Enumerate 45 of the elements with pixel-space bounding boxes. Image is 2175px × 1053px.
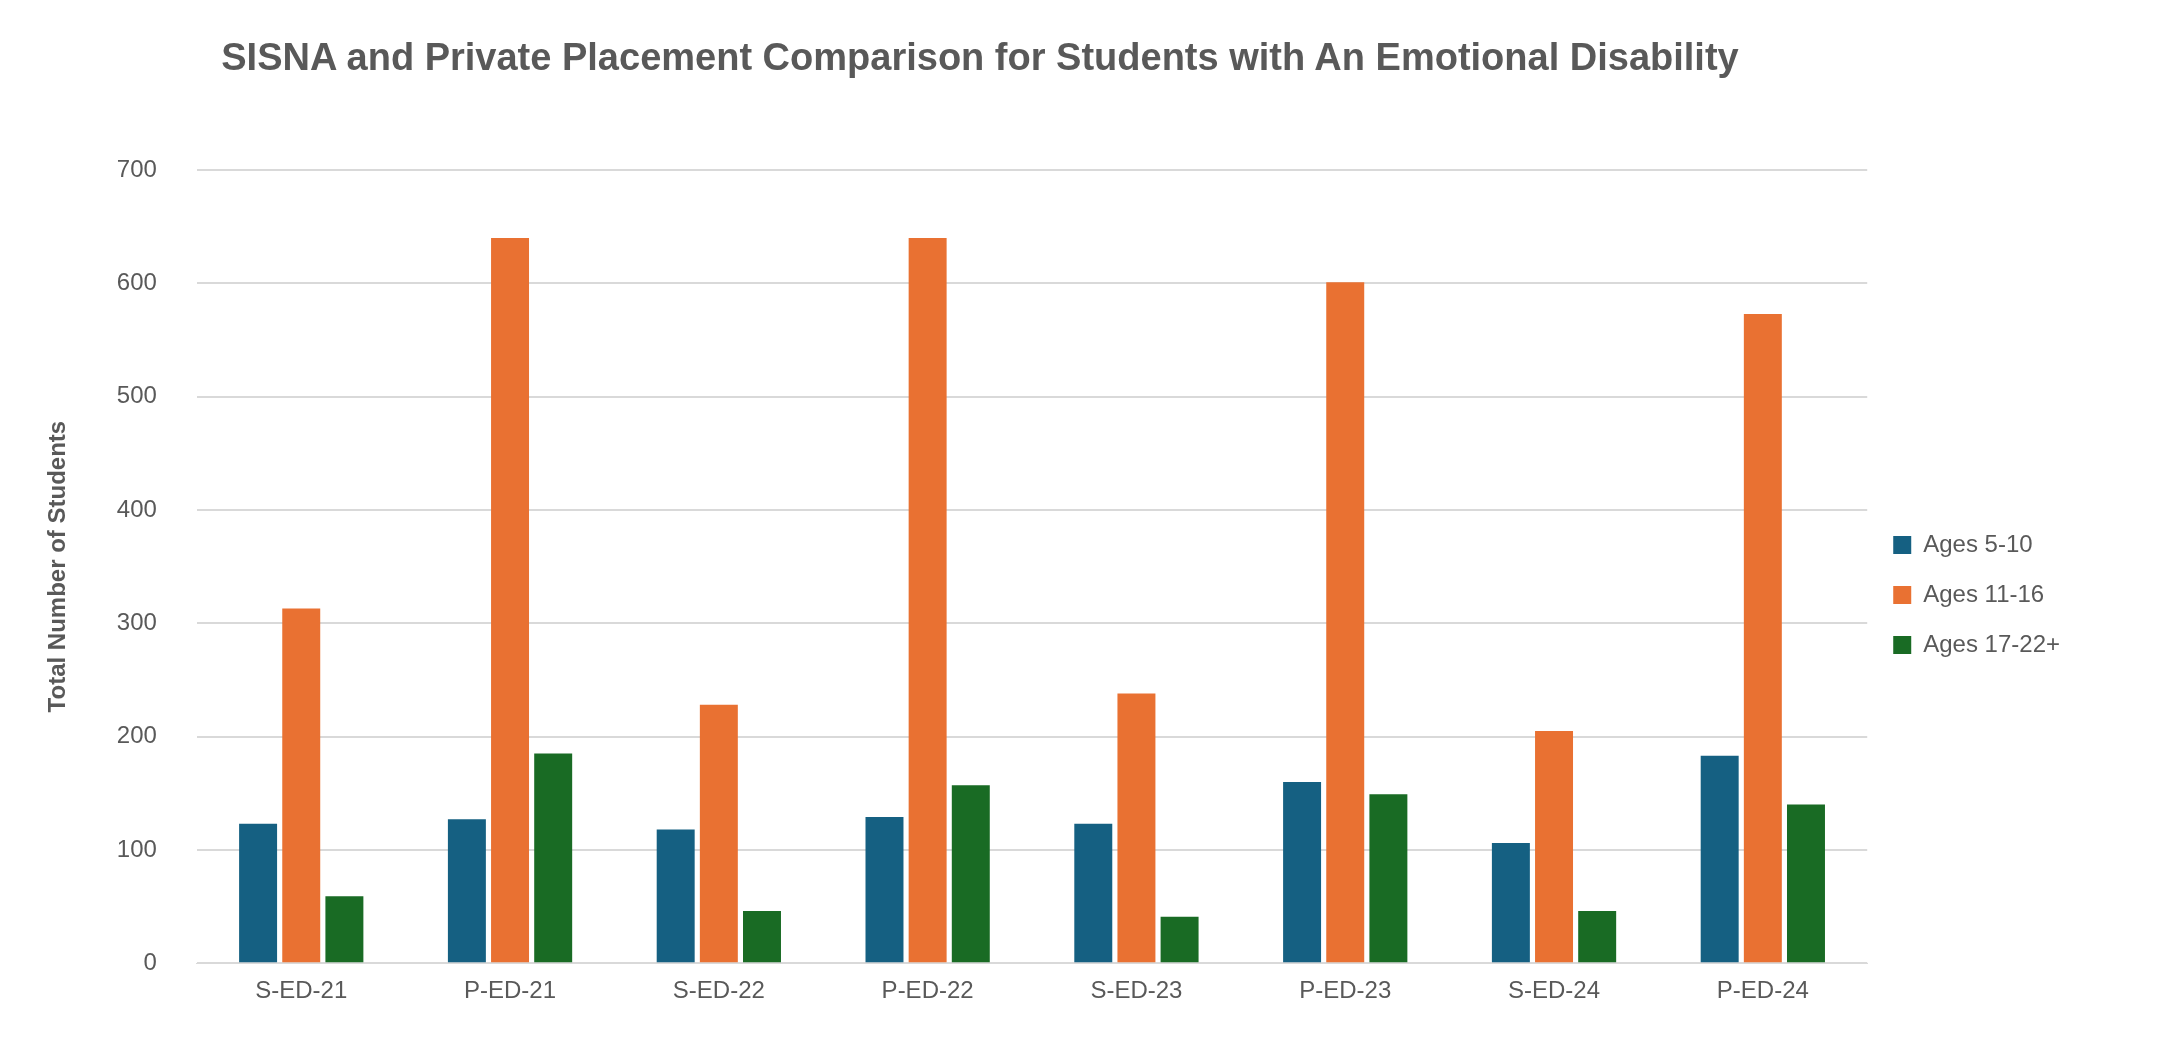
bar xyxy=(699,704,738,963)
bar xyxy=(1117,693,1156,963)
legend-label: Ages 17-22+ xyxy=(1923,629,2061,657)
bar xyxy=(951,785,990,963)
x-tick-label: P-ED-23 xyxy=(1299,976,1392,1004)
bar xyxy=(656,829,695,963)
bar xyxy=(1787,804,1825,963)
x-tick-label: S-ED-22 xyxy=(672,976,765,1004)
bar xyxy=(1491,843,1530,963)
bar xyxy=(1578,911,1617,963)
y-tick-label: 400 xyxy=(116,494,157,522)
bar xyxy=(1369,794,1408,963)
y-axis-title: Total Number of Students xyxy=(43,420,71,713)
y-tick-label: 700 xyxy=(116,154,157,182)
chart-title: SISNA and Private Placement Comparison for Students with An Emotional Disability xyxy=(220,35,1740,80)
y-tick-label: 500 xyxy=(116,381,157,409)
y-tick-label: 0 xyxy=(143,947,157,975)
bar xyxy=(743,911,781,963)
legend-label: Ages 5-10 xyxy=(1923,529,2033,557)
x-tick-label: P-ED-22 xyxy=(881,976,974,1004)
bar xyxy=(1160,916,1199,963)
bar xyxy=(239,823,278,963)
y-tick-label: 600 xyxy=(116,267,157,295)
bar xyxy=(491,237,530,963)
bar xyxy=(1700,755,1739,963)
bar xyxy=(325,896,364,963)
bar xyxy=(282,608,321,963)
bar xyxy=(534,753,573,963)
bar xyxy=(865,817,904,963)
x-tick-label: S-ED-23 xyxy=(1090,976,1183,1004)
x-tick-label: S-ED-24 xyxy=(1508,976,1601,1004)
bar xyxy=(1074,823,1113,963)
bar xyxy=(1743,313,1782,963)
bar xyxy=(1535,730,1574,963)
y-tick-label: 200 xyxy=(116,721,157,749)
y-tick-label: 100 xyxy=(116,834,157,862)
bar xyxy=(447,819,486,963)
legend-label: Ages 11-16 xyxy=(1923,579,2045,607)
x-tick-label: P-ED-21 xyxy=(464,976,557,1004)
bar xyxy=(908,237,947,963)
y-tick-label: 300 xyxy=(116,607,157,635)
bar xyxy=(1283,781,1322,963)
x-tick-label: S-ED-21 xyxy=(255,976,348,1004)
x-tick-label: P-ED-24 xyxy=(1716,976,1809,1004)
bar xyxy=(1326,282,1365,963)
